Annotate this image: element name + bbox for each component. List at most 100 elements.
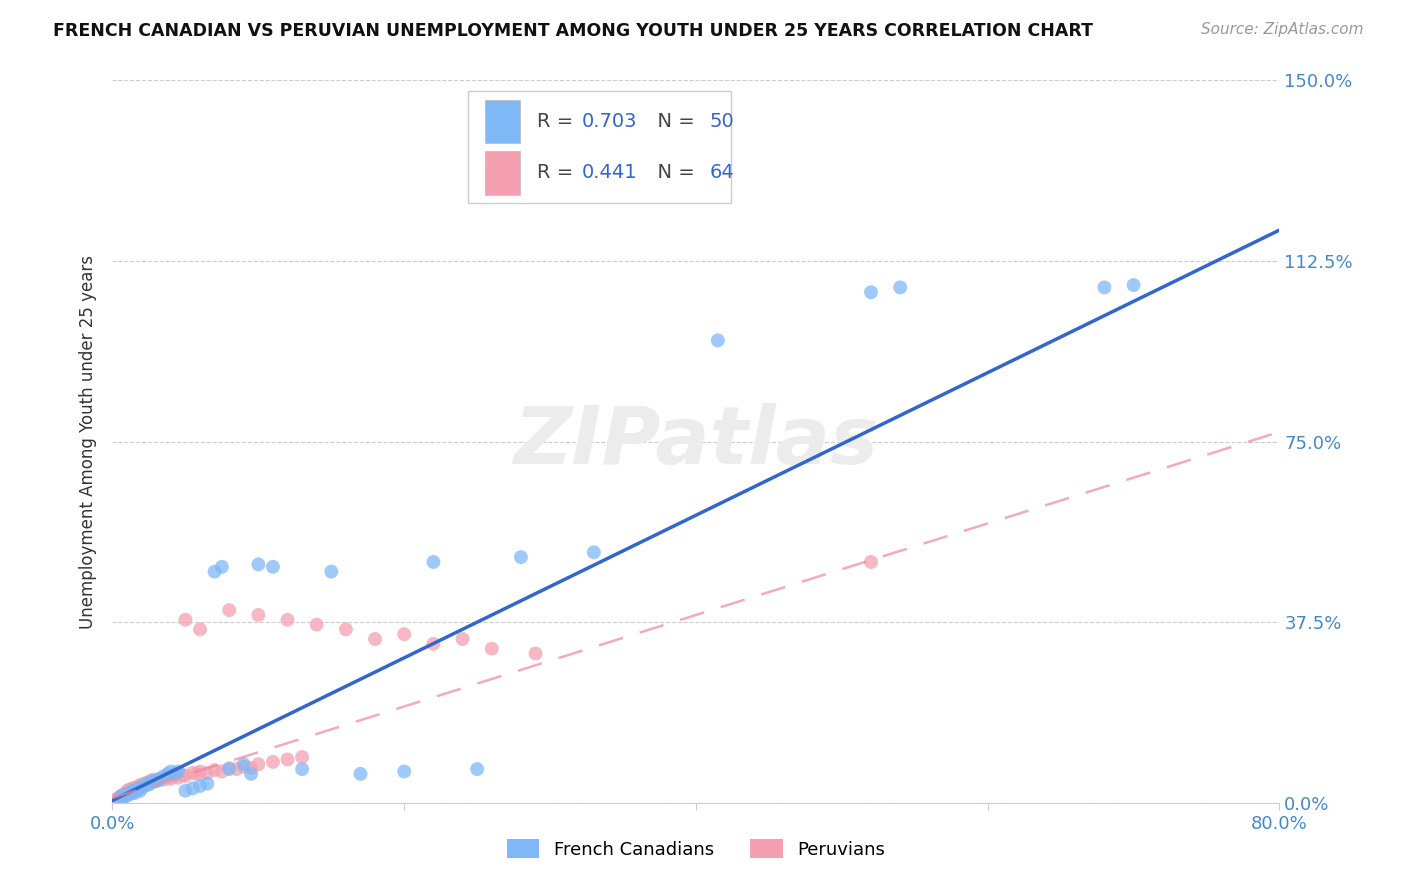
Point	[276, 613, 298, 627]
Point	[188, 779, 211, 793]
Text: N =: N =	[644, 163, 700, 182]
Point	[174, 769, 197, 783]
Point	[114, 787, 136, 801]
Point	[127, 781, 149, 796]
FancyBboxPatch shape	[485, 152, 520, 194]
Point	[240, 767, 263, 781]
Point	[138, 777, 160, 791]
Point	[125, 780, 148, 795]
Point	[195, 766, 218, 780]
Point	[188, 623, 211, 637]
Point	[114, 789, 136, 803]
Point	[118, 782, 141, 797]
Point	[889, 280, 911, 294]
Point	[172, 768, 194, 782]
Point	[110, 789, 132, 803]
Point	[232, 760, 254, 774]
Text: 50: 50	[710, 112, 735, 131]
Point	[128, 779, 150, 793]
Point	[422, 555, 444, 569]
Point	[335, 623, 357, 637]
Point	[218, 603, 240, 617]
Point	[141, 774, 163, 789]
Point	[247, 607, 270, 622]
Point	[349, 767, 371, 781]
Point	[117, 786, 139, 800]
Point	[141, 775, 163, 789]
Point	[122, 781, 145, 796]
Text: Source: ZipAtlas.com: Source: ZipAtlas.com	[1201, 22, 1364, 37]
Point	[211, 764, 233, 779]
Text: 0.703: 0.703	[582, 112, 637, 131]
Point	[145, 774, 167, 789]
Point	[218, 761, 240, 775]
Point	[394, 627, 416, 641]
Point	[136, 776, 159, 790]
Point	[232, 757, 254, 772]
Point	[124, 786, 146, 800]
Point	[394, 764, 416, 779]
Point	[127, 782, 149, 797]
Point	[524, 647, 547, 661]
Point	[276, 752, 298, 766]
Point	[860, 285, 883, 300]
FancyBboxPatch shape	[468, 91, 731, 203]
Point	[167, 764, 190, 779]
FancyBboxPatch shape	[485, 100, 520, 143]
Point	[128, 781, 150, 796]
Text: 0.441: 0.441	[582, 163, 637, 182]
Point	[138, 776, 160, 790]
Point	[707, 334, 730, 348]
Point	[195, 776, 218, 790]
Point	[163, 769, 186, 783]
Point	[131, 780, 153, 795]
Point	[107, 791, 129, 805]
Point	[509, 550, 531, 565]
Point	[136, 775, 159, 789]
Point	[156, 771, 179, 785]
Point	[124, 782, 146, 797]
Point	[132, 779, 155, 793]
Text: R =: R =	[537, 112, 579, 131]
Point	[108, 790, 131, 805]
Text: N =: N =	[644, 112, 700, 131]
Point	[465, 762, 488, 776]
Point	[240, 761, 263, 775]
Point	[145, 774, 167, 789]
Point	[134, 776, 156, 790]
Text: ZIPatlas: ZIPatlas	[513, 402, 879, 481]
Point	[181, 766, 204, 780]
Point	[321, 565, 343, 579]
Point	[860, 555, 883, 569]
Point	[105, 792, 128, 806]
Point	[129, 780, 152, 795]
Point	[167, 771, 190, 785]
Point	[111, 789, 134, 803]
Point	[204, 763, 226, 777]
Point	[152, 772, 174, 787]
Point	[111, 790, 134, 805]
Point	[115, 786, 138, 800]
Point	[115, 784, 138, 798]
Point	[186, 767, 208, 781]
Point	[122, 784, 145, 798]
Point	[115, 789, 138, 803]
Point	[139, 774, 162, 789]
Point	[134, 779, 156, 793]
Point	[160, 772, 183, 786]
Point	[108, 791, 131, 805]
Point	[117, 785, 139, 799]
Point	[291, 762, 314, 776]
Point	[174, 613, 197, 627]
Point	[156, 767, 179, 781]
Legend: French Canadians, Peruvians: French Canadians, Peruvians	[499, 832, 893, 866]
Point	[181, 781, 204, 796]
Point	[204, 565, 226, 579]
Text: 64: 64	[710, 163, 735, 182]
Point	[131, 777, 153, 791]
Point	[481, 641, 503, 656]
Y-axis label: Unemployment Among Youth under 25 years: Unemployment Among Youth under 25 years	[79, 254, 97, 629]
Point	[218, 762, 240, 776]
Point	[225, 762, 247, 776]
Point	[262, 755, 284, 769]
